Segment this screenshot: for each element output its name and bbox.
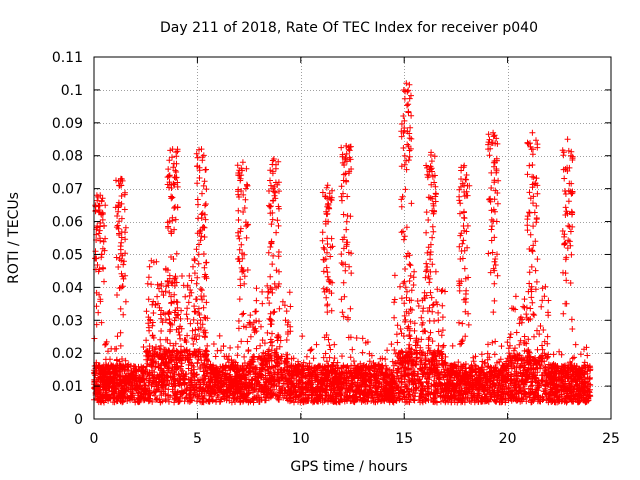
y-axis-label: ROTI / TECUs (6, 192, 22, 284)
y-tick-label: 0 (74, 412, 83, 428)
plot-frame (93, 56, 612, 420)
x-tick-label: 0 (90, 431, 99, 447)
data-points (91, 80, 594, 406)
axis-ticks: 0 5 10 15 20 25 0 0.01 0.02 0.03 0.04 0.05 0.06 0.07 0… (52, 50, 620, 447)
y-tick-label: 0.04 (52, 280, 83, 296)
y-tick-label: 0.11 (52, 50, 83, 66)
scatter-markers (91, 80, 594, 406)
y-tick-label: 0.07 (52, 182, 83, 198)
y-tick-label: 0.06 (52, 215, 83, 231)
y-tick-label: 0.02 (52, 346, 83, 362)
chart-title: Day 211 of 2018, Rate Of TEC Index for r… (160, 20, 538, 36)
grid-lines (94, 57, 611, 419)
y-tick-label: 0.08 (52, 149, 83, 165)
y-tick-label: 0.01 (52, 379, 83, 395)
y-tick-label: 0.1 (61, 83, 83, 99)
y-tick-label: 0.05 (52, 247, 83, 263)
x-tick-label: 15 (395, 431, 413, 447)
x-axis-label: GPS time / hours (290, 459, 407, 475)
x-tick-label: 10 (292, 431, 310, 447)
x-tick-label: 25 (602, 431, 620, 447)
x-tick-label: 20 (499, 431, 517, 447)
x-tick-label: 5 (193, 431, 202, 447)
y-tick-label: 0.09 (52, 116, 83, 132)
y-tick-label: 0.03 (52, 313, 83, 329)
